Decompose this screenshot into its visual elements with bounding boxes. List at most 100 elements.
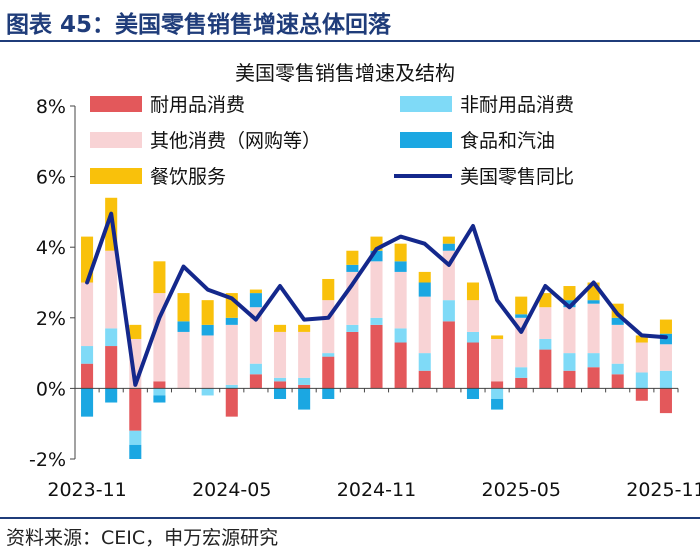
bar-segment-4-5 [177,321,190,332]
bar-segment-5-10 [298,324,311,332]
axes-group: -2% 0% 2% 4% 6% 8% 2023-11 2024-05 2024-11 2025-0… [29,96,700,501]
figure-header: 图表 45：美国零售销售增速总体回落 [0,0,700,42]
bar-segment-1-7 [225,388,238,417]
bar-segment-2-17 [466,331,480,343]
bar-segment-3-14 [394,271,407,329]
bar-segment-2-21 [563,353,576,371]
bar-segment-5-6 [201,300,214,325]
bar-segment-4-18 [491,398,504,410]
bar-segment-4-14 [394,261,407,272]
bar-segment-5-21 [563,286,576,301]
bar-segment-1-1 [81,363,94,389]
bar-segment-1-14 [394,342,407,389]
bar-segment-5-12 [346,250,359,265]
bar-segment-1-23 [611,374,624,389]
bar-segment-2-23 [611,363,624,375]
bar-segment-2-11 [322,353,335,357]
bar-segment-3-23 [611,324,624,364]
bar-segment-2-7 [225,384,238,389]
bar-segment-2-24 [635,372,648,389]
bar-series-group [81,197,672,459]
bar-segment-4-19 [515,314,528,318]
legend-swatch-3 [90,132,142,148]
bar-segment-4-16 [442,243,455,251]
bar-segment-3-18 [491,338,504,382]
footer-rule [0,517,700,519]
bar-segment-3-21 [563,307,576,354]
bar-segment-3-24 [635,342,648,373]
bar-segment-1-13 [370,324,383,389]
bar-segment-4-6 [201,324,214,336]
bar-segment-3-6 [201,335,214,389]
legend-swatch-1 [90,96,142,112]
bar-segment-5-24 [635,335,648,343]
bar-segment-5-5 [177,293,190,322]
figure-footer: 资料来源：CEIC，申万宏源研究 [0,517,700,555]
bar-segment-1-22 [587,367,600,389]
bar-segment-5-18 [491,335,504,339]
bar-segment-4-12 [346,264,359,272]
y-tick-label-2: 0% [36,378,66,400]
bar-segment-2-25 [659,370,672,389]
bar-segment-3-13 [370,261,383,318]
bar-segment-4-8 [249,293,262,308]
legend-swatch-2 [400,96,452,112]
bar-segment-1-8 [249,374,262,389]
bar-segment-4-2 [105,388,118,403]
x-tick-label-3: 2024-11 [337,479,416,501]
y-tick-label-4: 4% [36,237,66,259]
bar-segment-2-15 [418,353,431,371]
x-tick-label-1: 2023-11 [47,479,126,501]
bar-segment-2-9 [273,377,287,382]
bar-segment-4-23 [611,317,624,325]
header-rule [0,40,700,42]
bar-segment-4-22 [587,300,600,304]
bar-segment-5-20 [539,293,552,308]
legend-label-2: 非耐用品消费 [460,94,574,116]
bar-segment-3-2 [105,250,118,329]
bar-segment-5-14 [394,243,407,262]
legend-swatch-4 [400,132,452,148]
legend-label-6: 美国零售同比 [460,166,574,188]
bar-segment-2-13 [370,317,383,325]
bar-segment-2-4 [153,388,166,396]
bar-segment-5-17 [466,282,480,301]
y-tick-label-1: -2% [29,449,66,471]
bar-segment-5-4 [153,261,166,294]
bar-segment-3-9 [273,331,287,378]
bar-segment-3-17 [466,300,480,332]
bar-segment-2-3 [129,430,142,445]
figure-title: 图表 45：美国零售销售增速总体回落 [6,12,392,38]
bar-segment-3-20 [539,307,552,339]
bar-segment-4-15 [418,282,431,297]
bar-segment-4-21 [563,300,576,308]
bar-segment-4-17 [466,388,480,399]
bar-segment-2-18 [491,388,504,399]
x-tick-label-4: 2025-05 [482,479,561,501]
bar-segment-2-14 [394,328,407,343]
bar-segment-5-9 [273,324,287,332]
bar-segment-4-3 [129,444,142,459]
bar-segment-2-12 [346,324,359,332]
line-series-group [85,211,668,387]
bar-segment-2-10 [298,377,311,385]
bar-segment-1-2 [105,346,118,389]
legend-label-4: 食品和汽油 [460,130,555,152]
chart: 美国零售销售增速及结构 -2% 0% 2% 4% 6% 8% 2023-11 2024-05 2… [29,61,700,501]
bar-segment-3-10 [298,331,311,378]
bar-segment-1-15 [418,370,431,389]
bar-segment-1-25 [659,388,672,414]
y-tick-label-3: 2% [36,308,66,330]
bar-segment-3-5 [177,331,190,389]
chart-title: 美国零售销售增速及结构 [235,61,455,85]
bar-segment-4-13 [370,250,383,262]
bar-segment-5-3 [129,324,142,339]
bar-segment-2-6 [201,388,214,396]
bar-segment-1-17 [466,342,480,389]
legend-label-5: 餐饮服务 [150,166,226,188]
bar-segment-4-9 [273,388,287,399]
bar-segment-5-11 [322,278,335,301]
bar-segment-3-15 [418,296,431,354]
bar-segment-3-22 [587,303,600,354]
